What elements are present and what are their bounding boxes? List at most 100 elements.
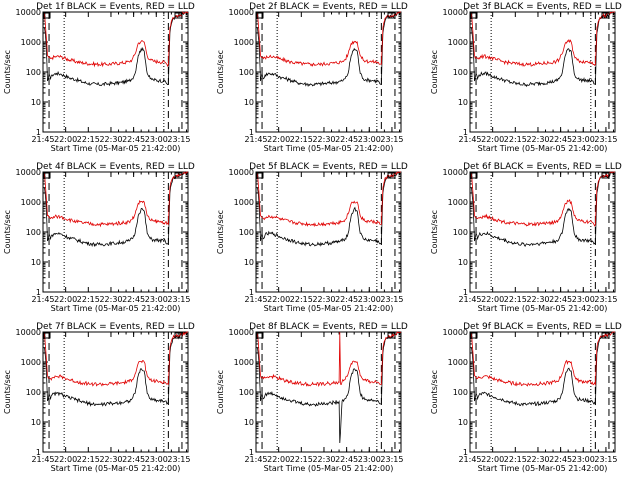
x-tick-label: 22:15 xyxy=(504,455,527,464)
panel-title: Det 6f BLACK = Events, RED = LLD xyxy=(463,162,622,172)
x-tick-label: 23:15 xyxy=(167,455,190,464)
x-tick-label: 22:00 xyxy=(267,455,290,464)
y-tick-label: 10 xyxy=(458,418,468,427)
series-line-events xyxy=(44,171,189,248)
y-tick-label: 100 xyxy=(453,68,468,77)
corner-marker xyxy=(43,332,51,339)
panel-title: Det 9f BLACK = Events, RED = LLD xyxy=(463,322,622,332)
y-tick-label: 1000 xyxy=(21,198,41,207)
x-tick-label: 22:30 xyxy=(526,455,549,464)
y-tick-label: 10 xyxy=(244,98,254,107)
panel-det-4: Det 4f BLACK = Events, RED = LLD 1 10 100 10… xyxy=(3,162,195,313)
x-tick-label: 22:30 xyxy=(526,295,549,304)
y-tick-label: 10 xyxy=(244,418,254,427)
x-tick-label: 22:45 xyxy=(122,295,145,304)
x-tick-label: 22:30 xyxy=(526,135,549,144)
x-tick-label: 21:45 xyxy=(31,135,54,144)
axes-frame xyxy=(255,331,402,453)
y-tick-label: 100 xyxy=(26,388,41,397)
axes-frame xyxy=(42,171,189,293)
x-tick-label: 23:15 xyxy=(594,455,617,464)
x-axis-label: Start Time (05-Mar-05 21:42:00) xyxy=(478,464,608,473)
y-tick-label: 10000 xyxy=(229,168,254,177)
y-axis-label: Counts/sec xyxy=(216,210,225,254)
x-tick-label: 22:00 xyxy=(267,295,290,304)
panel-title: Det 5f BLACK = Events, RED = LLD xyxy=(249,162,408,172)
x-tick-label: 21:45 xyxy=(458,295,481,304)
y-axis-label: Counts/sec xyxy=(3,210,12,254)
series-line-events xyxy=(257,171,401,247)
x-tick-label: 21:45 xyxy=(244,135,267,144)
panel-det-7: Det 7f BLACK = Events, RED = LLD 1 10 100 10… xyxy=(3,322,195,473)
x-tick-label: 22:00 xyxy=(54,455,77,464)
corner-marker xyxy=(174,332,183,339)
panel-det-8: Det 8f BLACK = Events, RED = LLD 1 10 100 10… xyxy=(216,322,408,473)
x-tick-label: 22:00 xyxy=(267,135,290,144)
panel-title: Det 2f BLACK = Events, RED = LLD xyxy=(249,2,408,12)
x-tick-label: 23:00 xyxy=(145,295,168,304)
x-tick-label: 23:00 xyxy=(572,455,595,464)
corner-marker xyxy=(601,12,610,19)
corner-marker xyxy=(470,332,478,339)
axes-frame xyxy=(42,11,189,133)
y-tick-label: 1 xyxy=(463,448,468,457)
x-tick-label: 22:30 xyxy=(312,295,335,304)
panel-title: Det 4f BLACK = Events, RED = LLD xyxy=(36,162,195,172)
y-tick-label: 1 xyxy=(249,288,254,297)
series-line-lld xyxy=(44,171,189,228)
corner-marker xyxy=(387,332,396,339)
corner-marker xyxy=(256,332,264,339)
x-tick-label: 23:00 xyxy=(572,135,595,144)
corner-marker xyxy=(387,172,396,179)
x-tick-label: 23:15 xyxy=(380,135,403,144)
x-tick-label: 23:00 xyxy=(358,295,381,304)
x-tick-label: 22:30 xyxy=(99,135,122,144)
panel-det-1: Det 1f BLACK = Events, RED = LLD 1 10 100 10… xyxy=(3,2,195,153)
series-line-lld xyxy=(471,171,615,227)
x-tick-label: 21:45 xyxy=(244,455,267,464)
series-line-events xyxy=(257,11,401,87)
x-tick-label: 22:45 xyxy=(335,455,358,464)
x-axis-label: Start Time (05-Mar-05 21:42:00) xyxy=(478,144,608,153)
y-tick-label: 1000 xyxy=(21,358,41,367)
x-tick-label: 22:30 xyxy=(99,295,122,304)
x-tick-label: 22:00 xyxy=(481,295,504,304)
y-tick-label: 10 xyxy=(458,98,468,107)
x-tick-label: 23:15 xyxy=(167,135,190,144)
x-tick-label: 22:15 xyxy=(504,295,527,304)
x-tick-label: 22:15 xyxy=(504,135,527,144)
series-line-lld xyxy=(471,331,615,387)
x-tick-label: 22:45 xyxy=(335,295,358,304)
y-tick-label: 100 xyxy=(453,228,468,237)
y-axis-label: Counts/sec xyxy=(3,370,12,414)
x-axis-label: Start Time (05-Mar-05 21:42:00) xyxy=(51,144,181,153)
y-tick-label: 10000 xyxy=(16,328,41,337)
x-tick-label: 22:45 xyxy=(122,135,145,144)
axes-frame xyxy=(469,331,616,453)
x-tick-label: 22:15 xyxy=(77,135,100,144)
x-tick-label: 22:45 xyxy=(549,455,572,464)
y-tick-label: 10 xyxy=(31,98,41,107)
x-tick-label: 21:45 xyxy=(31,455,54,464)
y-tick-label: 10 xyxy=(31,258,41,267)
y-tick-label: 1 xyxy=(36,288,41,297)
y-tick-label: 1000 xyxy=(448,358,468,367)
x-tick-label: 22:45 xyxy=(549,135,572,144)
y-tick-label: 1 xyxy=(463,128,468,137)
y-axis-label: Counts/sec xyxy=(430,210,439,254)
corner-marker xyxy=(256,12,264,19)
y-tick-label: 1000 xyxy=(448,198,468,207)
series-line-events xyxy=(44,11,188,87)
y-tick-label: 10 xyxy=(458,258,468,267)
y-tick-label: 100 xyxy=(239,228,254,237)
series-line-events xyxy=(471,331,615,407)
y-tick-label: 1000 xyxy=(234,358,254,367)
panel-det-5: Det 5f BLACK = Events, RED = LLD 1 10 100 10… xyxy=(216,162,408,313)
y-tick-label: 1 xyxy=(463,288,468,297)
corner-marker xyxy=(470,172,478,179)
corner-marker xyxy=(601,332,610,339)
x-tick-label: 22:30 xyxy=(312,455,335,464)
y-tick-label: 10000 xyxy=(16,8,41,17)
x-axis-label: Start Time (05-Mar-05 21:42:00) xyxy=(264,144,394,153)
